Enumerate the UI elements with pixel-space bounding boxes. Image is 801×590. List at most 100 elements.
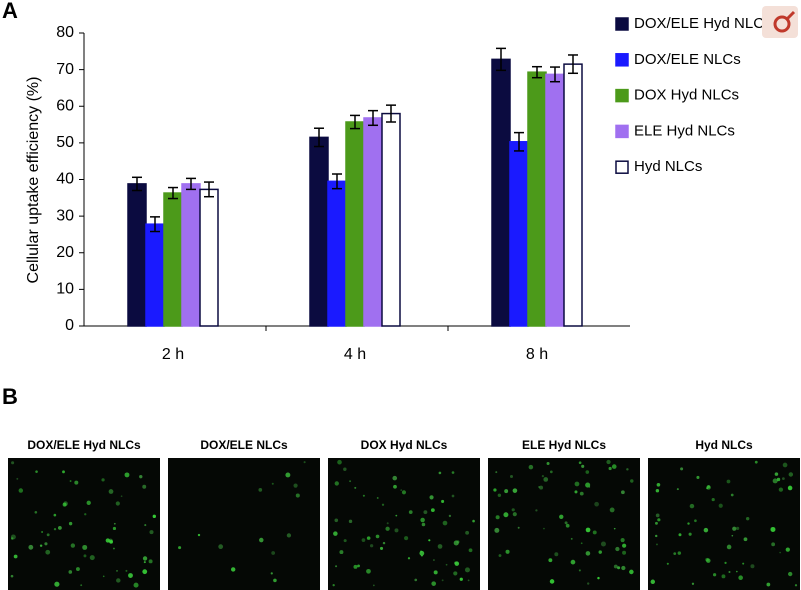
cell-dot <box>732 526 737 531</box>
cell-dot <box>745 516 750 521</box>
cell-dot <box>414 578 418 582</box>
error-bar <box>386 104 396 123</box>
error-bar <box>132 176 142 192</box>
cell-dot <box>549 579 555 584</box>
cell-dot <box>505 549 510 554</box>
micrograph <box>8 458 160 590</box>
cell-dot <box>543 527 545 530</box>
cell-dot <box>382 541 386 545</box>
cell-dot <box>559 514 564 519</box>
micrograph-bg <box>8 458 160 590</box>
cell-dot <box>712 573 717 577</box>
cell-dot <box>430 508 435 513</box>
cell-dot <box>39 544 43 547</box>
cell-dot <box>46 533 50 537</box>
x-tick-label: 8 h <box>526 346 548 363</box>
bar <box>199 188 219 327</box>
cell-dot <box>787 571 793 577</box>
cell-dot <box>83 554 87 558</box>
cell-dot <box>144 524 147 527</box>
cell-dot <box>503 512 509 518</box>
cell-dot <box>548 558 553 563</box>
cell-dot <box>423 510 428 515</box>
cell-dot <box>372 584 375 587</box>
cell-dot <box>366 568 371 574</box>
cell-dot <box>743 537 748 542</box>
cell-dot <box>379 546 384 550</box>
cell-dot <box>441 579 444 582</box>
cell-dot <box>11 537 14 540</box>
cell-dot <box>343 467 347 471</box>
cell-dot <box>113 522 116 525</box>
cell-dot <box>455 561 458 565</box>
cell-dot <box>721 574 726 579</box>
cell-dot <box>472 519 475 523</box>
cell-dot <box>655 489 660 493</box>
cell-dot <box>657 518 661 522</box>
cell-dot <box>442 520 448 526</box>
cell-dot <box>404 536 409 541</box>
cell-dot <box>421 522 426 527</box>
legend-label: DOX Hyd NLCs <box>634 87 739 104</box>
error-bar <box>568 54 578 75</box>
cell-dot <box>587 582 590 585</box>
cell-dot <box>10 534 16 540</box>
cell-dot <box>125 569 128 572</box>
cell-dot <box>62 502 67 507</box>
error-bar <box>532 65 542 79</box>
cell-dot <box>273 578 277 583</box>
cell-dot <box>608 466 612 471</box>
cell-dot <box>35 470 38 473</box>
cell-dot <box>178 546 182 550</box>
cell-dot <box>13 554 18 559</box>
cell-dot <box>703 527 709 533</box>
error-bar <box>168 186 178 200</box>
cell-dot <box>89 555 95 561</box>
cell-dot <box>142 484 147 489</box>
cell-dot <box>105 538 110 543</box>
cell-dot <box>779 551 781 554</box>
cell-dot <box>419 550 423 553</box>
cell-dot <box>495 515 500 520</box>
cell-dot <box>673 552 677 555</box>
cell-dot <box>18 488 24 493</box>
cell-dot <box>271 551 276 555</box>
cell-dot <box>650 579 656 585</box>
cell-dot <box>570 559 576 565</box>
error-bar <box>368 109 378 127</box>
micrograph <box>488 458 640 590</box>
micrograph-label: ELE Hyd NLCs <box>522 438 606 452</box>
y-axis-title: Cellular uptake efficiency (%) <box>25 77 42 284</box>
error-bar <box>186 177 196 191</box>
cell-dot <box>497 493 502 497</box>
cell-dot <box>459 577 463 581</box>
cell-dot <box>512 512 517 517</box>
cell-dot <box>726 479 731 484</box>
bar <box>327 180 347 327</box>
cell-dot <box>113 547 115 550</box>
cell-dot <box>546 462 550 466</box>
cell-dot <box>142 569 148 575</box>
cell-dot <box>622 543 627 548</box>
cell-dot <box>44 542 48 546</box>
cell-dot <box>517 526 520 529</box>
cell-dot <box>554 552 559 557</box>
cell-dot <box>676 488 679 491</box>
icon-bg <box>762 6 798 38</box>
cell-dot <box>120 495 123 497</box>
cell-dot <box>286 533 292 538</box>
cell-dot <box>622 550 627 555</box>
cell-dot <box>361 538 366 542</box>
cell-dot <box>101 478 105 482</box>
cell-dot <box>655 534 658 538</box>
y-tick-label: 40 <box>56 171 74 188</box>
cell-dot <box>354 486 357 489</box>
cell-dot <box>293 483 298 488</box>
cell-dot <box>782 477 785 480</box>
cell-dot <box>69 480 72 482</box>
cell-dot <box>41 531 43 533</box>
cell-dot <box>142 556 148 561</box>
legend-swatch <box>615 53 629 67</box>
cell-dot <box>465 530 470 535</box>
